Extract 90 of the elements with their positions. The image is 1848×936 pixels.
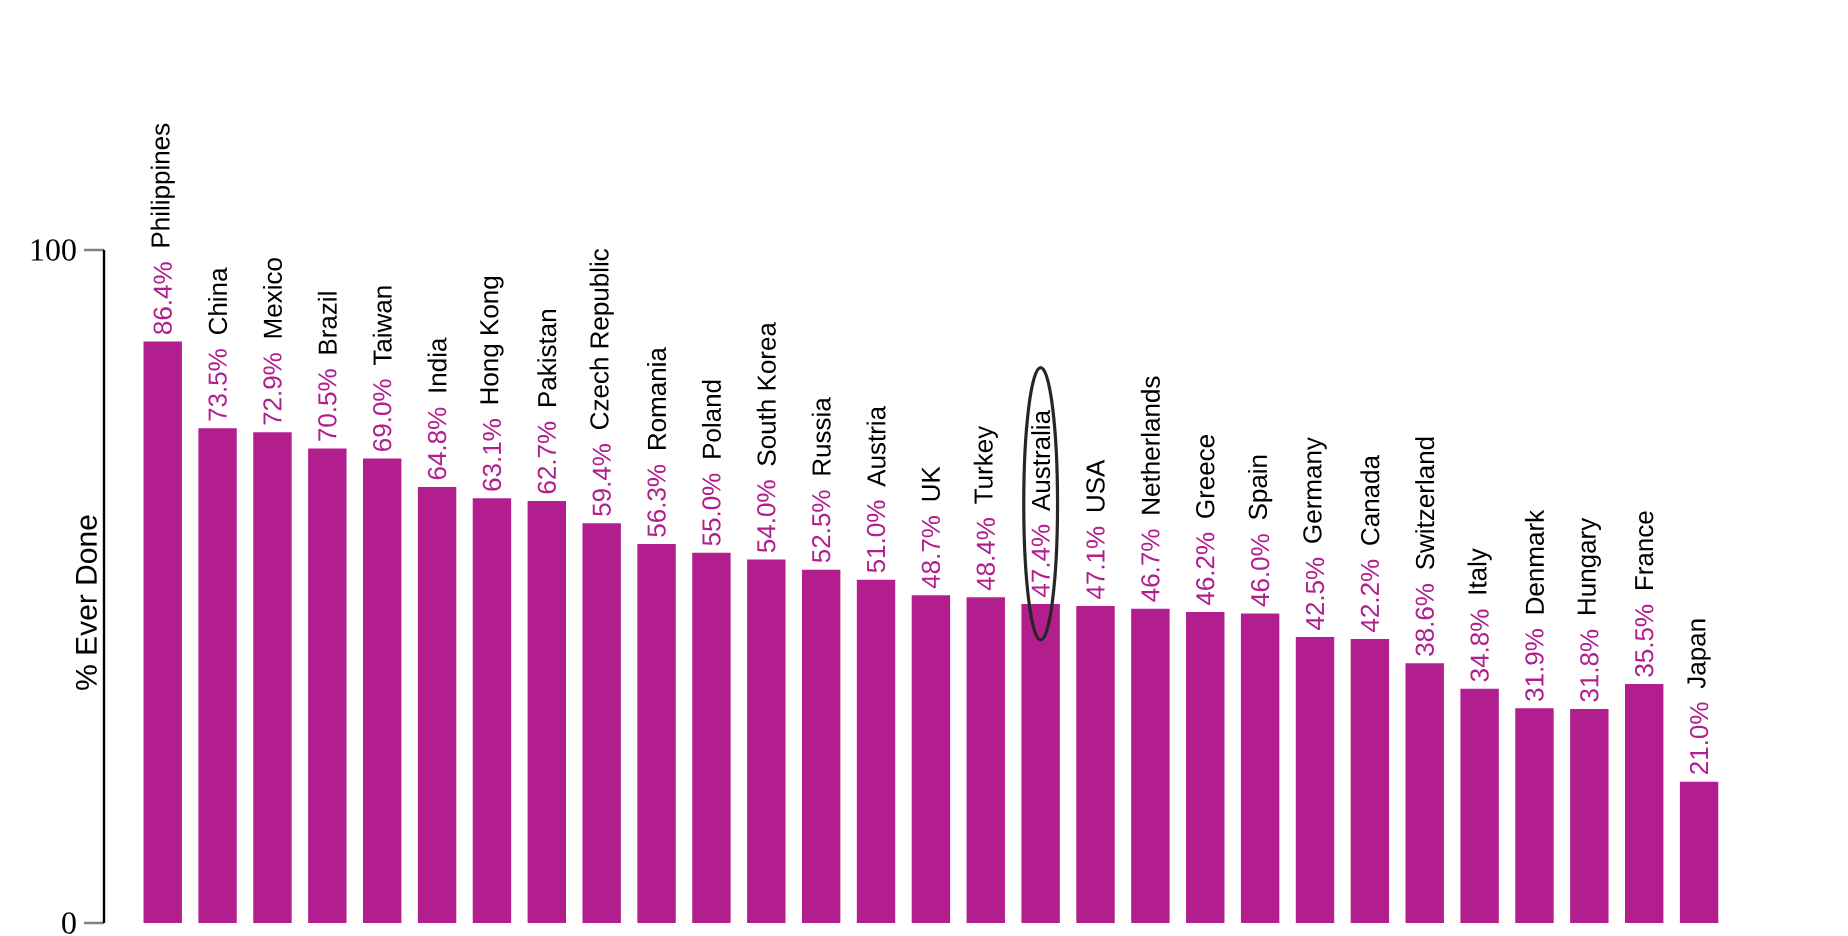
data-label: 21.0% [1689,702,1709,774]
data-label: 51.0% [866,500,886,573]
bar [856,579,896,923]
data-label: 73.5% [208,349,227,421]
data-label: 62.7% [537,421,557,494]
bar [966,597,1005,923]
data-label: 47.4% [1031,524,1050,597]
bar [1240,613,1280,923]
x-tick-label: Russia [811,397,831,475]
data-label: 35.5% [1635,604,1654,677]
x-tick-label: Turkey [973,425,998,504]
x-tick-label: Canada [1360,455,1380,545]
bar [747,559,786,923]
y-axis-title: % Ever Done [75,515,97,690]
data-label: 55.0% [702,473,721,546]
x-tick-label: Philippines [150,123,175,247]
x-tick-label: Spain [1248,455,1273,520]
x-tick-label: Austria [866,405,886,487]
data-label: 48.4% [976,518,995,591]
bar [1131,608,1170,923]
bar [1570,708,1609,923]
bar [472,498,512,923]
data-label: 54.0% [757,480,776,553]
x-tick-label: Switzerland [1415,437,1435,570]
x-tick-label: France [1635,511,1654,590]
bar [582,523,621,923]
x-tick-label: India [427,337,447,392]
bar [308,448,347,923]
bar [1350,638,1390,923]
data-label: 42.5% [1305,557,1325,630]
x-tick-label: Denmark [1524,509,1545,614]
x-tick-label: Germany [1303,437,1327,543]
data-label: 70.5% [318,369,337,441]
bar [1186,612,1225,923]
x-tick-label: Brazil [317,292,337,354]
bar [253,432,292,923]
x-tick-label: Hungary [1577,517,1601,614]
data-label: 46.2% [1196,532,1215,606]
bar [1515,708,1554,923]
x-tick-label: China [208,267,228,335]
y-tick-label: 100 [31,239,76,261]
x-tick-label: Pakistan [537,310,557,406]
bar [1021,603,1060,923]
y-tick-label: 0 [62,912,76,934]
data-label: 42.2% [1360,559,1380,632]
x-tick-label: USA [1086,459,1105,512]
data-label: 38.6% [1415,584,1434,656]
bar [1679,781,1719,923]
x-tick-label: UK [921,466,940,501]
data-label: 31.8% [1580,629,1599,702]
x-tick-label: Taiwan [372,286,392,366]
bar [1625,684,1664,923]
bar [362,458,402,923]
bar [801,569,841,923]
data-label: 86.4% [153,262,172,334]
data-label: 63.1% [482,419,502,491]
data-label: 72.9% [263,353,282,425]
data-label: 31.9% [1525,629,1544,701]
bar [1460,688,1499,923]
data-label: 69.0% [372,379,392,451]
bar [1295,636,1335,923]
data-label: 46.7% [1141,529,1160,602]
bar [911,595,951,923]
x-tick-label: Italy [1467,548,1492,594]
x-tick-label: Mexico [262,258,283,338]
x-tick-label: Australia [1031,409,1051,511]
data-label: 56.3% [647,464,666,537]
x-tick-label: Romania [647,347,667,450]
x-tick-label: Japan [1687,619,1711,689]
x-tick-label: Hong Kong [480,277,504,404]
data-label: 34.8% [1470,609,1489,682]
data-label: 47.1% [1086,526,1105,600]
bar [1405,663,1444,923]
x-tick-label: Poland [701,380,721,458]
x-tick-label: South Korea [756,322,776,466]
bar [1076,606,1115,923]
bar [637,544,676,923]
data-label: 52.5% [811,490,831,563]
bar [143,341,182,923]
data-label: 46.0% [1250,534,1270,607]
x-tick-label: Czech Republic [589,248,614,429]
data-label: 48.7% [921,516,941,589]
bar [198,428,237,923]
data-label: 59.4% [592,444,611,516]
bar [692,552,731,923]
data-label: 64.8% [427,407,447,480]
x-tick-label: Netherlands [1140,376,1160,514]
bar [527,501,567,923]
bar [417,486,457,923]
x-tick-label: Greece [1196,435,1215,518]
